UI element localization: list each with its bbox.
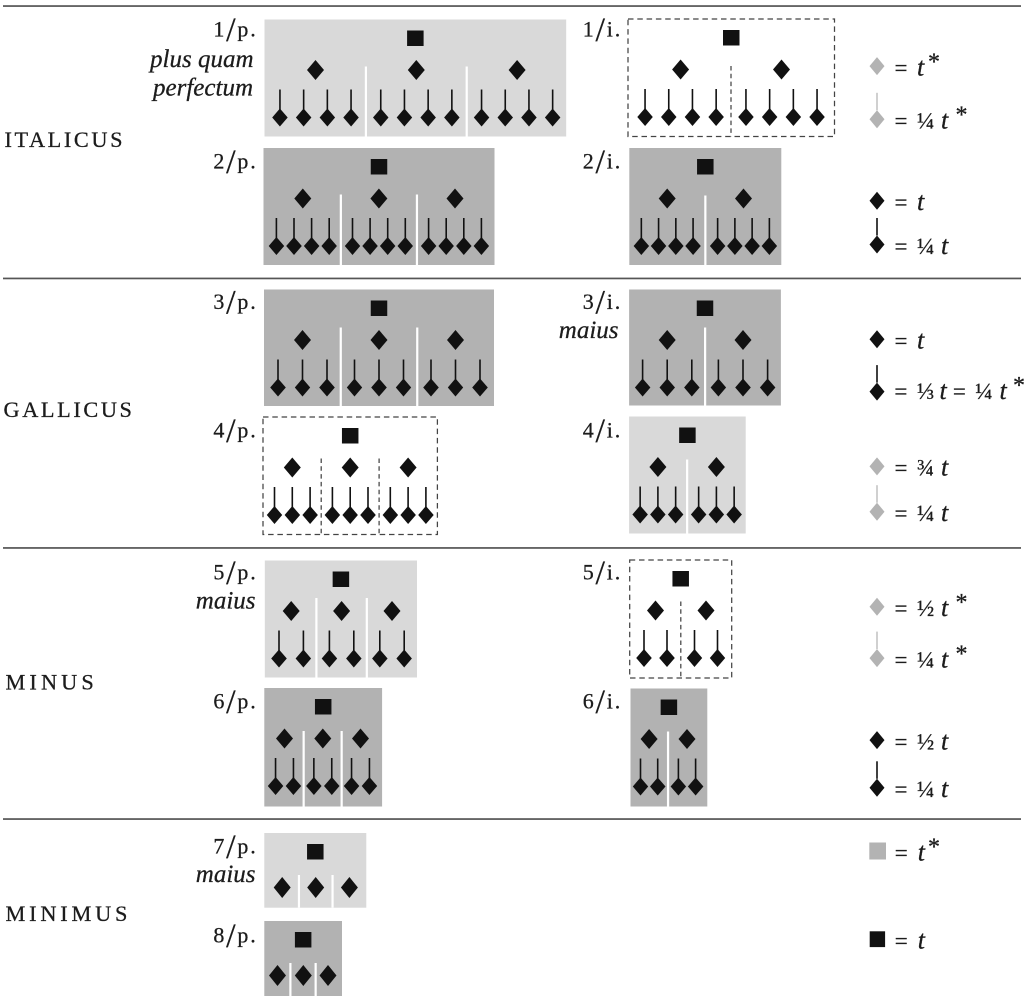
svg-text:=¼t: = ¼ t (895, 498, 950, 527)
svg-text:2/i.: 2/i. (583, 143, 622, 180)
svg-text:=½t: = ½ t (895, 726, 950, 755)
svg-text:7/p.: 7/p. (213, 828, 257, 865)
svg-text:4/p.: 4/p. (213, 412, 257, 449)
svg-text:2/p.: 2/p. (213, 143, 257, 180)
svg-text:=¼t: = ¼ t (895, 774, 950, 803)
svg-text:=¼t*: = ¼ t * (895, 103, 968, 135)
svg-text:5/i.: 5/i. (583, 555, 622, 592)
svg-text:=t: = t (895, 187, 926, 216)
svg-text:GALLICUS: GALLICUS (4, 397, 135, 422)
svg-text:3/p.: 3/p. (213, 284, 257, 321)
svg-text:3/i.: 3/i. (583, 284, 622, 321)
svg-text:=t: = t (895, 326, 926, 355)
svg-text:1/i.: 1/i. (583, 12, 622, 49)
svg-text:maius: maius (559, 317, 619, 344)
svg-text:perfectum: perfectum (151, 75, 253, 102)
svg-text:6/i.: 6/i. (583, 683, 622, 720)
svg-text:8/p.: 8/p. (213, 917, 257, 954)
svg-text:6/p.: 6/p. (213, 683, 257, 720)
svg-text:4/i.: 4/i. (583, 412, 622, 449)
svg-text:=¼t*: = ¼ t * (895, 641, 968, 673)
svg-text:=⅓t=¼t*: = ⅓ t = ¼ t * (894, 373, 1024, 405)
svg-text:=¾t: = ¾ t (895, 453, 950, 482)
svg-text:MINUS: MINUS (6, 670, 98, 695)
svg-text:=½t*: = ½ t * (895, 590, 968, 622)
svg-text:plus quam: plus quam (148, 46, 253, 73)
svg-text:maius: maius (196, 588, 256, 615)
svg-text:=t*: = t * (895, 50, 941, 82)
svg-text:=¼t: = ¼ t (895, 231, 950, 260)
svg-text:maius: maius (196, 861, 256, 888)
svg-text:MINIMUS: MINIMUS (6, 901, 132, 926)
svg-text:ITALICUS: ITALICUS (5, 127, 126, 152)
svg-text:=t: = t (895, 926, 926, 955)
svg-text:1/p.: 1/p. (213, 12, 257, 49)
svg-text:5/p.: 5/p. (213, 555, 257, 592)
svg-text:=t*: = t * (895, 835, 940, 867)
